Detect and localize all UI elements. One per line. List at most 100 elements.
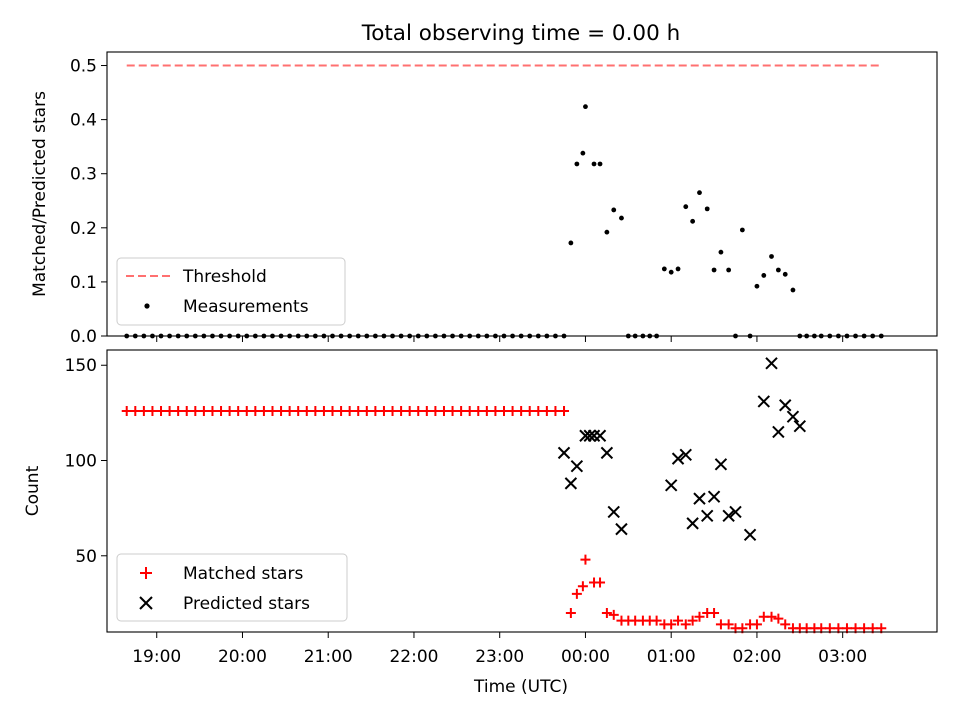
measurement-point	[775, 267, 781, 273]
ratio-y-tick-label: 0.0	[70, 327, 97, 347]
ratio-y-ticks: 0.0 0.1 0.2 0.3 0.4 0.5	[70, 57, 107, 347]
predicted-star-point	[679, 448, 692, 462]
count-x-tick-label: 01:00	[647, 647, 696, 667]
figure-title: Total observing time = 0.00 h	[361, 21, 681, 46]
time-x-axis-label: Time (UTC)	[473, 677, 568, 697]
predicted-star-point	[779, 399, 792, 412]
predicted-star-point	[583, 429, 596, 442]
matched-star-point	[481, 405, 492, 416]
matched-legend-swatch	[140, 567, 152, 579]
measurement-point	[782, 271, 788, 277]
predicted-star-point	[793, 420, 807, 433]
measurement-point	[697, 190, 702, 196]
matched-star-point	[207, 405, 218, 416]
count-panel: 50 100 150 19:00 20:00 21:00 22:00 23:00 00:00 0…	[23, 349, 938, 697]
predicted-star-point	[600, 446, 614, 460]
measurement-point	[754, 283, 760, 289]
matched-star-point	[490, 405, 501, 416]
measurement-point	[769, 254, 774, 259]
matched-star-point	[780, 619, 791, 630]
ratio-panel-frame	[106, 51, 938, 337]
predicted-star-point	[557, 446, 571, 460]
count-x-tick-label: 21:00	[304, 647, 353, 667]
matched-star-point	[310, 405, 321, 416]
measurement-point	[619, 215, 624, 221]
measurement-point	[574, 161, 580, 167]
matched-star-point	[250, 405, 261, 416]
measurement-point	[704, 206, 710, 212]
predicted-star-point	[686, 517, 699, 530]
matched-star-point	[571, 588, 582, 599]
matched-star-point	[130, 405, 141, 416]
matched-star-point	[284, 405, 295, 416]
predicted-star-point	[786, 410, 800, 423]
predicted-star-point	[743, 528, 757, 542]
matched-star-point	[577, 581, 588, 592]
measurement-point	[668, 269, 674, 275]
matched-star-point	[541, 405, 552, 416]
matched-star-point	[773, 613, 784, 624]
measurement-point	[604, 229, 610, 235]
predicted-star-point	[729, 505, 742, 519]
matched-star-point	[258, 405, 269, 416]
matched-star-point	[608, 609, 619, 620]
matched-star-point	[181, 405, 192, 416]
measurement-point	[661, 266, 667, 272]
matched-star-point	[516, 405, 527, 416]
matched-star-point	[156, 405, 167, 416]
count-x-tick-label: 23:00	[475, 647, 524, 667]
count-y-ticks: 50 100 150	[65, 356, 107, 567]
matched-star-point	[173, 405, 184, 416]
matched-star-point	[318, 405, 329, 416]
matched-star-point	[680, 619, 691, 630]
predicted-star-point	[564, 477, 578, 490]
matched-star-point	[361, 405, 372, 416]
matched-star-point	[533, 405, 544, 416]
predicted-star-point	[722, 509, 735, 522]
matched-star-point	[601, 607, 612, 618]
predicted-star-point	[714, 458, 728, 471]
matched-star-point	[387, 405, 398, 416]
matched-star-point	[507, 405, 518, 416]
matched-star-point	[164, 405, 175, 416]
count-y-tick-label: 150	[65, 356, 97, 376]
measurement-point	[790, 287, 796, 293]
predicted-star-point	[700, 509, 714, 522]
matched-star-point	[651, 615, 662, 626]
matched-star-point	[344, 405, 355, 416]
matched-star-point	[198, 405, 209, 416]
predicted-stars-points	[557, 357, 807, 542]
count-legend-box	[116, 553, 348, 622]
matched-star-point	[404, 405, 415, 416]
matched-star-point	[709, 607, 720, 618]
matched-star-point	[430, 405, 441, 416]
predicted-star-point	[707, 490, 721, 503]
count-x-tick-label: 03:00	[818, 647, 867, 667]
measurement-point	[583, 104, 588, 110]
matched-star-point	[723, 619, 734, 630]
predicted-star-point	[615, 522, 628, 536]
count-panel-frame	[106, 349, 938, 633]
count-x-ticks: 19:00 20:00 21:00 22:00 23:00 00:00 01:00 02:00…	[132, 632, 867, 667]
measurement-point	[580, 150, 586, 156]
count-x-tick-label: 20:00	[218, 647, 267, 667]
predicted-star-point	[693, 492, 706, 505]
matched-star-point	[550, 405, 561, 416]
measurement-point	[683, 204, 689, 210]
matched-stars-points	[121, 405, 887, 634]
ratio-x-ticks	[156, 336, 844, 342]
count-x-tick-label: 22:00	[389, 647, 438, 667]
matched-star-point	[438, 405, 449, 416]
measurement-point	[690, 218, 696, 224]
measurements-legend-label: Measurements	[183, 297, 309, 317]
matched-star-point	[456, 405, 467, 416]
matched-star-point	[396, 405, 407, 416]
ratio-y-tick-label: 0.4	[70, 111, 97, 131]
ratio-y-tick-label: 0.5	[70, 57, 97, 77]
count-x-tick-label: 02:00	[732, 647, 781, 667]
ratio-y-tick-label: 0.3	[70, 165, 97, 185]
measurements-legend-swatch	[144, 303, 150, 309]
matched-star-point	[336, 405, 347, 416]
predicted-star-point	[664, 479, 678, 492]
